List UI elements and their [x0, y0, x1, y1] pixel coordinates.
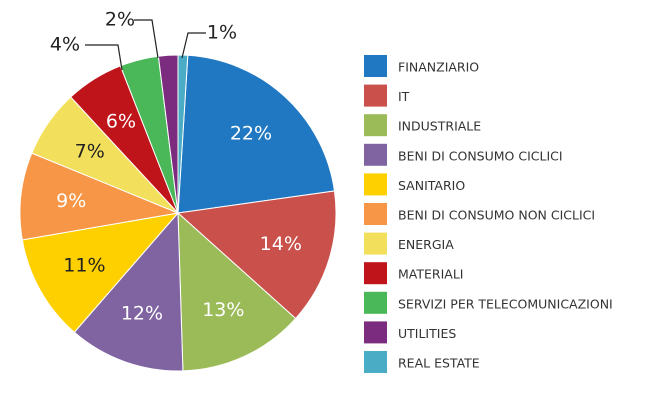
- pie-slice: [177, 54, 336, 214]
- legend-swatch: [364, 55, 387, 77]
- legend-swatch: [364, 114, 387, 137]
- legend-swatch: [364, 291, 387, 314]
- legend-label: INDUSTRIALE: [398, 119, 481, 134]
- legend-label: IT: [398, 89, 410, 104]
- legend-label: REAL ESTATE: [398, 356, 480, 371]
- pie-slice: [19, 152, 180, 241]
- legend-swatch: [364, 262, 387, 285]
- legend-label: BENI DI CONSUMO NON CICLICI: [398, 208, 595, 223]
- legend-label: SERVIZI PER TELECOMUNICAZIONI: [398, 296, 613, 311]
- data-label: 6%: [106, 110, 136, 132]
- pie-slice: [177, 211, 297, 372]
- legend-swatch: [364, 173, 387, 196]
- leader-line: [85, 44, 123, 71]
- data-label: 2%: [105, 9, 135, 31]
- data-label: 9%: [56, 190, 86, 212]
- pie-slice: [73, 211, 184, 372]
- legend-label: UTILITIES: [398, 326, 456, 341]
- legend-label: FINANZIARIO: [398, 60, 479, 75]
- legend-swatch: [364, 232, 387, 255]
- pie-slice: [176, 190, 337, 320]
- legend-swatch: [364, 351, 387, 373]
- legend-swatch: [364, 321, 387, 344]
- data-label: 11%: [63, 254, 105, 276]
- leader-line: [181, 32, 206, 59]
- data-label: 12%: [121, 303, 163, 325]
- data-label: 4%: [50, 34, 80, 56]
- data-label: 13%: [202, 299, 244, 321]
- legend-label: BENI DI CONSUMO CICLICI: [398, 148, 563, 163]
- data-label: 22%: [230, 123, 272, 145]
- legend-swatch: [364, 143, 387, 166]
- legend-label: ENERGIA: [398, 237, 454, 252]
- leader-line: [134, 19, 159, 59]
- data-label: 14%: [260, 233, 302, 255]
- legend-label: SANITARIO: [398, 178, 465, 193]
- pie-slice: [21, 212, 180, 333]
- legend-label: MATERIALI: [398, 267, 463, 282]
- data-label: 1%: [207, 22, 237, 44]
- data-label: 7%: [75, 140, 105, 162]
- legend-swatch: [364, 203, 387, 225]
- legend-swatch: [364, 84, 387, 107]
